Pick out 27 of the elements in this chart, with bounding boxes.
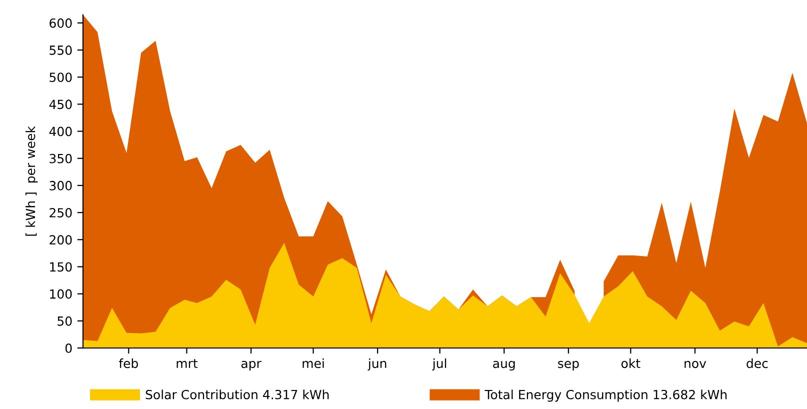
y-tick-label: 350: [50, 154, 72, 164]
y-tick-label: 550: [50, 45, 72, 55]
x-tick-label: apr: [241, 360, 262, 371]
x-tick-label: mei: [302, 358, 324, 368]
y-tick-label: 500: [50, 72, 72, 82]
y-tick-label: 600: [50, 18, 72, 28]
y-tick-label: 450: [49, 100, 72, 110]
y-tick-label: 150: [50, 262, 72, 272]
y-tick-label: 300: [50, 180, 72, 190]
y-tick-label: 400: [49, 126, 72, 136]
y-tick-label: 50: [58, 316, 72, 326]
x-tick-label: jun: [368, 358, 386, 371]
x-tick-label: nov: [684, 360, 706, 368]
y-tick-label: 250: [50, 208, 72, 218]
x-tick-label: aug: [493, 360, 515, 371]
legend-label: Solar Contribution 4.317 kWh: [146, 390, 329, 400]
x-tick-label: feb: [118, 358, 138, 368]
y-tick-label: 100: [50, 289, 72, 299]
x-tick-label: sep: [558, 360, 579, 371]
x-tick-label: jul: [432, 358, 446, 371]
y-axis-title: [ kWh ] per week: [26, 126, 38, 236]
x-tick-label: mrt: [176, 359, 198, 368]
y-tick-label: 200: [50, 235, 72, 245]
x-tick-label: okt: [621, 358, 640, 368]
x-tick-label: dec: [746, 358, 768, 368]
legend-label: Total Energy Consumption 13.682 kWh: [484, 390, 727, 402]
y-tick-label: 0: [65, 343, 72, 353]
